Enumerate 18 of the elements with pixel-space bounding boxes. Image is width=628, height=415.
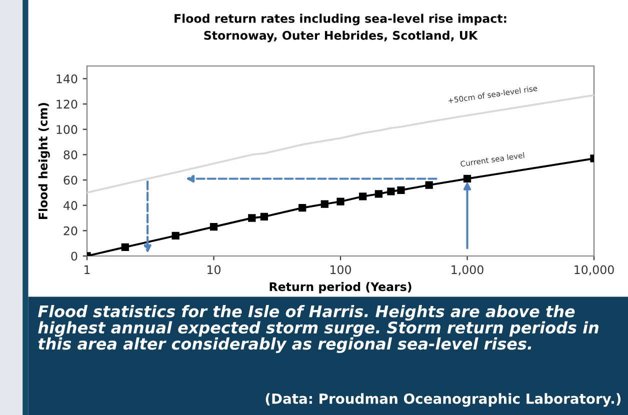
y-tick-label: 20 <box>64 226 78 236</box>
x-tick-label: 1,000 <box>452 265 484 276</box>
y-tick-label: 0 <box>71 252 78 261</box>
chart-title: Flood return rates including sea-level rise impact: Stornoway, Outer Hebrides, Scotland, UK <box>174 14 506 42</box>
x-tick-label: 100 <box>330 265 351 274</box>
y-tick-label: 80 <box>64 150 78 160</box>
y-tick-label: 140 <box>56 74 78 84</box>
x-axis-title: Return period (Years) <box>270 282 412 294</box>
y-axis-title: Flood height (cm) <box>38 102 50 219</box>
y-tick-label: 60 <box>64 176 78 185</box>
y-tick-label: 120 <box>56 100 78 109</box>
text: (Data: Proudman Oceanographic Laboratory.) <box>266 393 621 407</box>
x-tick-label: 10 <box>208 265 220 274</box>
text: Flood statistics for the Isle of Harris. Heights are above the highest annual expected storm surge. Storm return periods in this area alter considerably as regional sea-level rises. <box>38 305 598 353</box>
y-tick-label: 40 <box>64 201 78 210</box>
x-tick-label: 1 <box>84 265 90 274</box>
x-tick-label: 10,000 <box>574 265 614 276</box>
y-tick-label: 100 <box>56 125 78 134</box>
